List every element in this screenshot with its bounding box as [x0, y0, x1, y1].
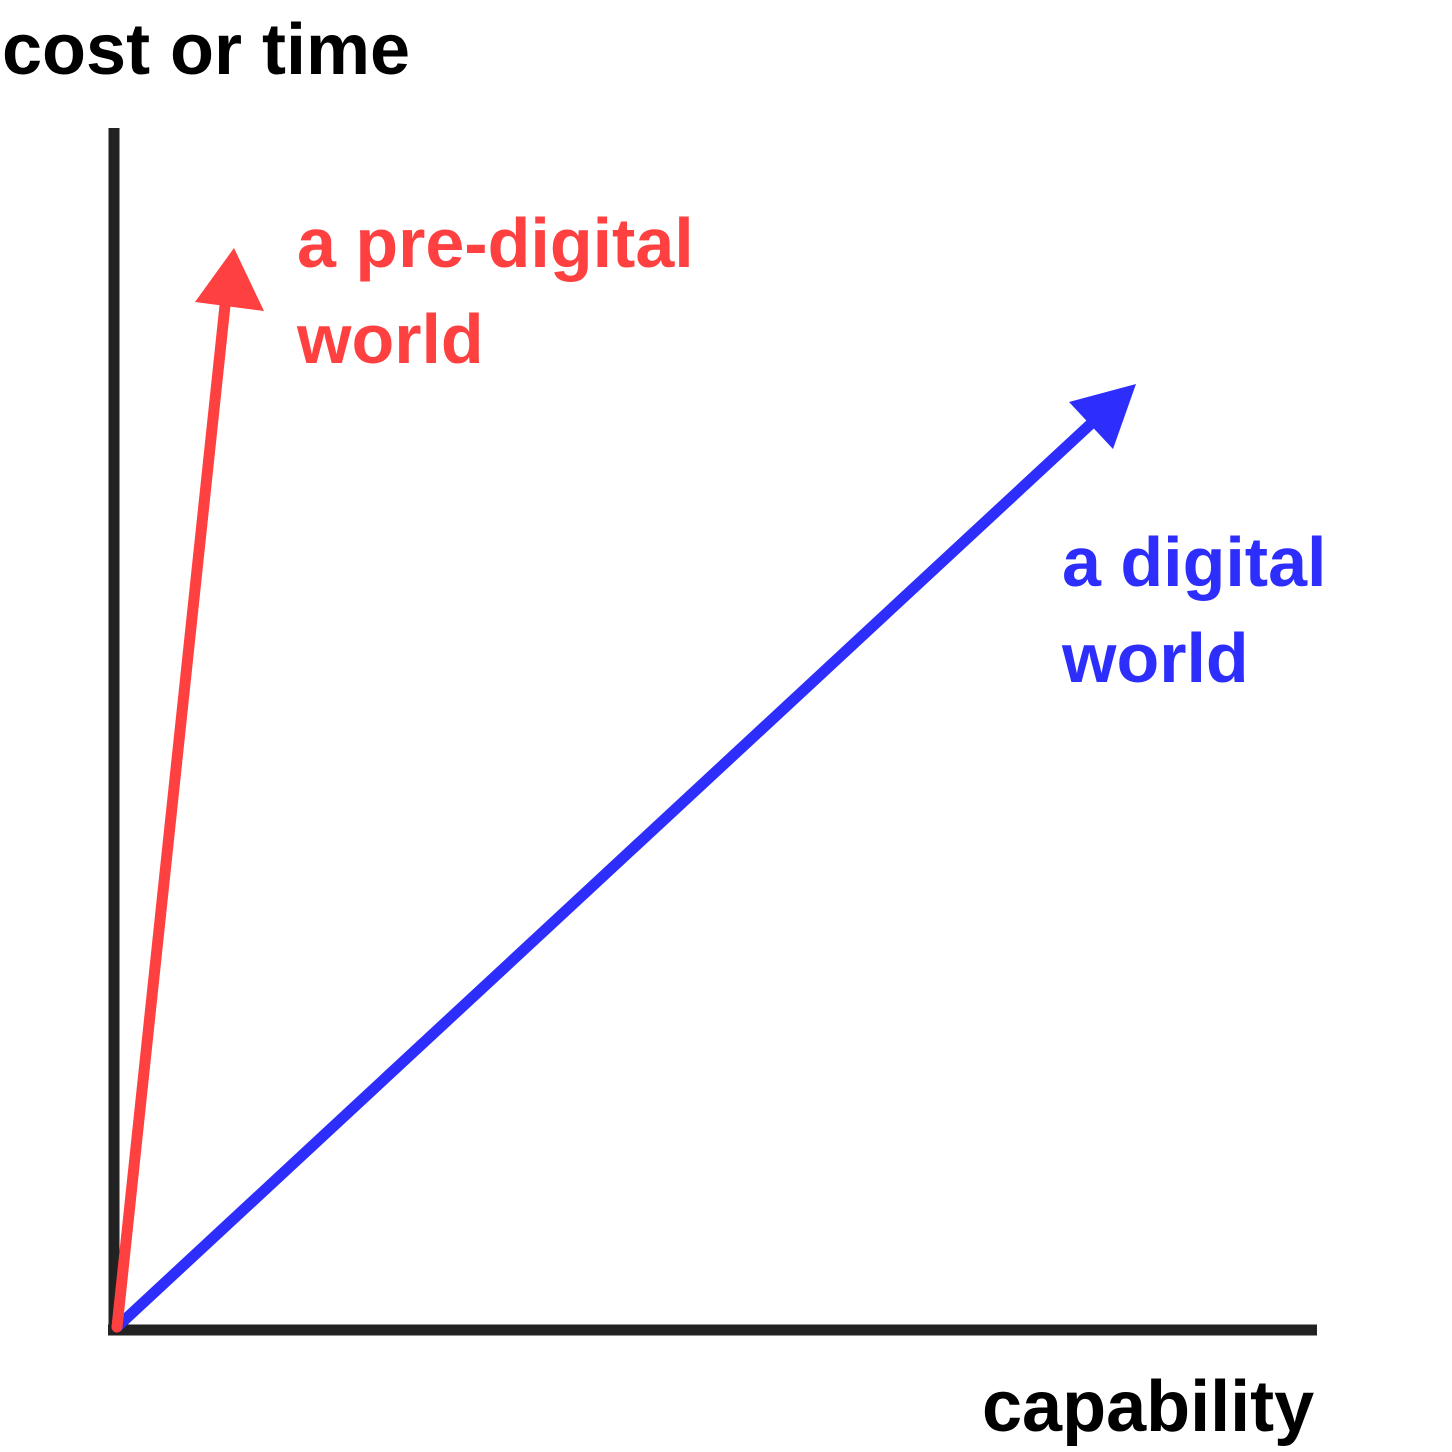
pre-digital-world-arrow — [111, 248, 264, 1333]
pre-digital-world-label-line-1: a pre-digital — [297, 204, 694, 282]
pre-digital-world-arrow-shaft — [111, 290, 232, 1333]
pre-digital-world-label-line-2: world — [297, 300, 484, 378]
digital-world-arrow — [111, 384, 1136, 1333]
digital-world-arrowhead — [1069, 384, 1136, 449]
y-axis-label: cost or time — [2, 10, 411, 90]
digital-world-label: a digital world — [1062, 514, 1326, 706]
digital-world-label-line-1: a digital — [1062, 523, 1327, 601]
digital-world-label-line-2: world — [1062, 619, 1249, 697]
digital-world-arrow-shaft — [111, 414, 1101, 1333]
pre-digital-world-label: a pre-digital world — [297, 195, 694, 387]
pre-digital-world-arrowhead — [195, 248, 264, 311]
x-axis-label: capability — [982, 1367, 1315, 1447]
